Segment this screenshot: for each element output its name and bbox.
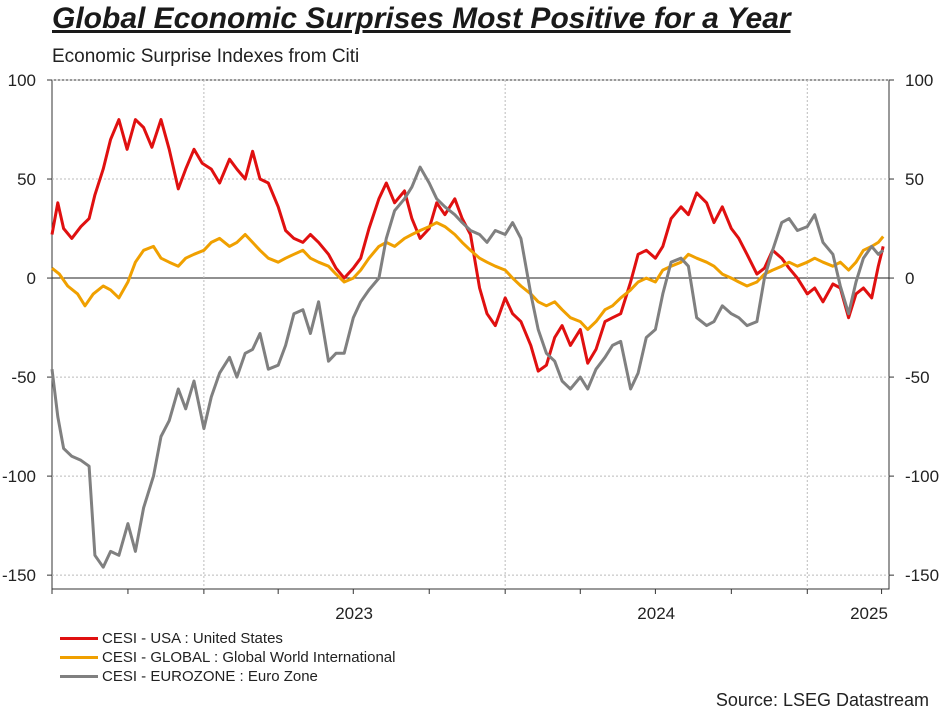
- y-tick-label-right: -50: [905, 368, 930, 387]
- legend-item-global: CESI - GLOBAL : Global World Internation…: [60, 648, 395, 667]
- legend-item-eurozone: CESI - EUROZONE : Euro Zone: [60, 667, 395, 686]
- x-tick-label: 2023: [335, 604, 373, 623]
- y-tick-label-right: 100: [905, 71, 933, 90]
- x-tick-label: 2025: [850, 604, 888, 623]
- legend-label-eurozone: CESI - EUROZONE : Euro Zone: [102, 668, 318, 685]
- y-tick-label-left: -50: [11, 368, 36, 387]
- y-tick-label-left: -150: [2, 566, 36, 585]
- y-tick-label-left: 50: [17, 170, 36, 189]
- legend-label-global: CESI - GLOBAL : Global World Internation…: [102, 649, 396, 666]
- x-tick-label: 2024: [637, 604, 675, 623]
- series-line-2: [50, 165, 885, 569]
- y-tick-label-right: -100: [905, 467, 939, 486]
- series-line-0: [50, 118, 885, 373]
- legend-label-usa: CESI - USA : United States: [102, 630, 283, 647]
- legend: CESI - USA : United States CESI - GLOBAL…: [60, 629, 395, 686]
- plot-frame: [51, 79, 890, 590]
- y-tick-label-left: -100: [2, 467, 36, 486]
- y-tick-label-right: 0: [905, 269, 914, 288]
- legend-swatch-global: [60, 656, 98, 659]
- legend-swatch-eurozone: [60, 675, 98, 678]
- y-tick-label-left: 100: [8, 71, 36, 90]
- y-tick-label-left: 0: [27, 269, 36, 288]
- chart-title: Global Economic Surprises Most Positive …: [52, 2, 791, 35]
- legend-swatch-usa: [60, 637, 98, 640]
- y-tick-label-right: 50: [905, 170, 924, 189]
- chart-subtitle: Economic Surprise Indexes from Citi: [52, 46, 360, 67]
- legend-item-usa: CESI - USA : United States: [60, 629, 395, 648]
- y-tick-label-right: -150: [905, 566, 939, 585]
- series-line-1: [51, 221, 885, 331]
- source-note: Source: LSEG Datastream: [715, 690, 929, 710]
